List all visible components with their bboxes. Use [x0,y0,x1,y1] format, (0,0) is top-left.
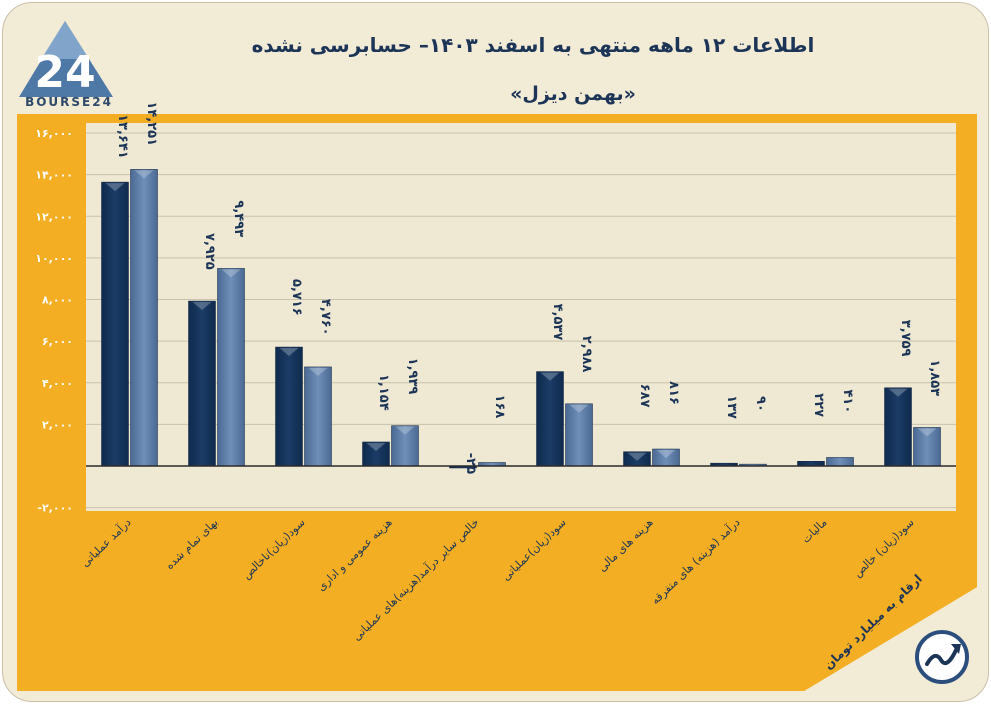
data-label: ۱,۱۵۴ [376,374,391,411]
x-tick-label: هزینه های مالی [596,516,656,575]
x-tick-label: مالیات [799,516,829,546]
x-tick-label: درآمد (هزینه) های متفرقه [648,515,743,607]
bar [217,268,245,467]
x-tick-label: بهای تمام شده [163,516,221,572]
data-label: ۵,۷۱۶ [289,279,304,316]
data-label: ۷,۹۲۵ [202,233,217,270]
y-tick-label: ۱۶,۰۰۰ [35,127,73,140]
bar-bevel [395,426,415,435]
bar-chart: ۱۶,۰۰۰ ۱۴,۰۰۰ ۱۲,۰۰۰ ۱۰,۰۰۰ ۸,۰۰۰ ۶,۰۰۰ ۴,۰۰۰ ۲… [35,101,956,643]
bar [565,403,593,467]
bar-bevel [279,348,299,357]
bar-bevel [569,404,589,413]
logo-mark: 24 [34,47,95,98]
bourse24-logo-icon: 24 [19,21,113,98]
bar [826,457,854,467]
y-tick-label: ۱۴,۰۰۰ [35,169,73,182]
data-label: ۴,۵۳۷ [550,304,565,341]
bar [362,441,390,467]
data-label: ۴,۷۶۰ [318,299,333,336]
y-tick-label: ۴,۰۰۰ [42,377,73,390]
y-tick-label: ۲,۰۰۰ [42,418,73,431]
x-tick-label: سود(زیان) خالص [851,516,917,580]
y-tick-label: -۲,۰۰۰ [37,502,73,515]
data-label: -۲۵ [463,453,478,474]
x-tick-label: سود(زیان)عملیاتی [499,516,568,583]
data-label: ۱,۸۵۳ [927,359,942,396]
chart-title: اطلاعات ۱۲ ماهه منتهی به اسفند ۱۴۰۳– حسا… [251,33,815,57]
y-tick-label: ۱۰,۰۰۰ [35,252,73,265]
bar-bevel [308,367,328,376]
data-label: ۱۶۸ [492,395,507,419]
y-tick-label: ۱۲,۰۰۰ [35,210,73,223]
bar [275,346,303,467]
bar [913,427,941,467]
bar [188,300,216,467]
bar-bevel [888,388,908,397]
bar-bevel [192,302,212,311]
data-label: ۲,۹۸۸ [579,336,594,373]
logo-text: BOURSE24 [25,95,113,109]
trend-arrow-icon [915,630,969,684]
data-label: ۱۴,۲۵۱ [144,101,159,146]
bar [391,425,419,467]
data-label: ۹,۴۹۳ [231,200,246,237]
data-label: ۱,۹۳۹ [405,358,420,395]
bar [101,181,129,467]
bar [304,366,332,467]
bar [884,387,912,467]
bar-bevel [540,372,560,381]
bar-bevel [366,442,386,451]
bar-bevel [627,452,647,461]
y-tick-label: ۸,۰۰۰ [42,294,73,307]
bar-bevel [656,450,676,459]
bar-bevel [917,428,937,437]
bar-bevel [105,183,125,192]
data-label: ۳,۷۵۹ [898,320,913,357]
data-label: ۸۱۶ [666,381,681,405]
bar-bevel [134,170,154,179]
y-tick-label: ۶,۰۰۰ [42,335,73,348]
bar [536,371,564,467]
data-label: ۴۱۰ [840,389,855,413]
x-tick-label: درآمد عملیاتی [78,515,134,570]
data-label: ۹۰ [753,396,768,412]
x-tick-label: هزینه عمومی و اداری [315,516,395,594]
chart-subtitle: «بهمن دیزل» [510,83,636,105]
bar-bevel [221,269,241,278]
data-label: ۲۲۷ [811,393,826,417]
data-label: ۱۳۷ [724,395,739,419]
data-label: ۶۸۷ [637,384,652,408]
x-tick-label: سود(زیان)ناخالص [240,516,308,582]
bar [130,169,158,467]
data-label: ۱۳,۶۴۱ [115,114,130,159]
